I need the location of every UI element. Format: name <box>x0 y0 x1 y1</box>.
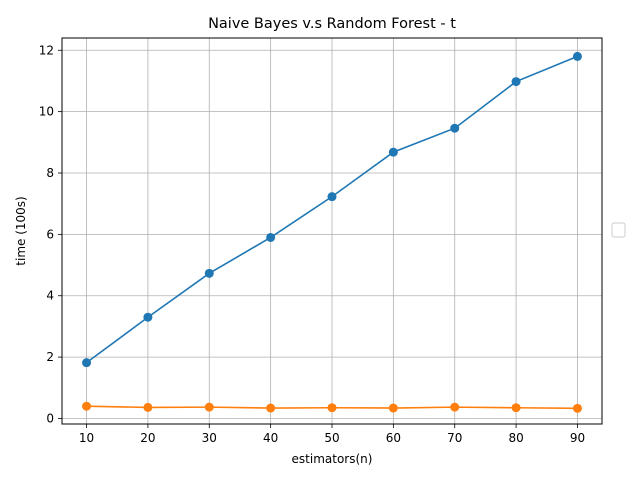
data-point <box>388 147 398 157</box>
x-tick-label: 40 <box>263 431 278 445</box>
data-point <box>327 403 337 413</box>
data-point <box>572 403 582 413</box>
x-axis: 10 20 30 40 50 60 70 80 90 <box>79 424 585 445</box>
y-axis-label: time (100s) <box>14 196 28 265</box>
chart-title: Naive Bayes v.s Random Forest - t <box>208 16 456 32</box>
series-2 <box>82 401 582 413</box>
x-tick-label: 10 <box>79 431 94 445</box>
x-tick-label: 90 <box>570 431 585 445</box>
series-1 <box>82 51 582 368</box>
x-axis-label: estimators(n) <box>292 452 373 466</box>
data-point <box>266 403 276 413</box>
data-point <box>511 403 521 413</box>
series-layer <box>82 51 582 413</box>
data-point <box>450 402 460 412</box>
data-point <box>143 402 153 412</box>
y-tick-label: 0 <box>46 411 54 425</box>
y-tick-label: 8 <box>46 166 54 180</box>
data-point <box>450 123 460 133</box>
x-tick-label: 30 <box>202 431 217 445</box>
data-point <box>266 232 276 242</box>
data-point <box>327 192 337 202</box>
data-point <box>82 358 92 368</box>
data-point <box>388 403 398 413</box>
y-tick-label: 10 <box>39 105 54 119</box>
data-point <box>204 402 214 412</box>
y-tick-label: 2 <box>46 350 54 364</box>
y-axis: 0 2 4 6 8 10 12 <box>39 43 62 425</box>
data-point <box>82 401 92 411</box>
y-tick-label: 4 <box>46 289 54 303</box>
x-tick-label: 50 <box>324 431 339 445</box>
x-tick-label: 20 <box>140 431 155 445</box>
data-point <box>143 312 153 322</box>
grid <box>62 38 602 424</box>
data-point <box>511 77 521 87</box>
x-tick-label: 60 <box>386 431 401 445</box>
legend-box <box>611 222 626 238</box>
y-tick-label: 12 <box>39 43 54 57</box>
x-tick-label: 70 <box>447 431 462 445</box>
x-tick-label: 80 <box>508 431 523 445</box>
data-point <box>572 51 582 61</box>
data-point <box>204 268 214 278</box>
y-tick-label: 6 <box>46 227 54 241</box>
